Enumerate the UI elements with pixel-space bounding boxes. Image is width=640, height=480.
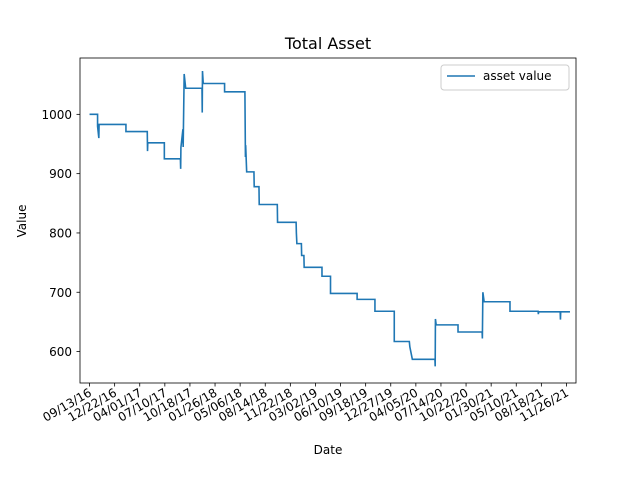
y-tick-label: 700 [49,286,72,300]
y-tick-label: 800 [49,226,72,240]
x-axis-title: Date [314,443,343,457]
y-tick-label: 1000 [41,108,72,122]
y-axis-ticks: 600 700 800 900 1000 [41,108,80,359]
y-axis-title: Value [15,205,29,238]
y-tick-label: 900 [49,167,72,181]
series-layer [89,71,570,367]
series-line [89,71,570,367]
x-axis-ticks: 09/13/1612/22/1604/01/1707/10/1710/18/17… [40,383,571,425]
plot-frame [79,57,577,384]
legend: asset value [440,64,570,91]
chart-title: Total Asset [284,34,371,53]
y-tick-label: 600 [49,345,72,359]
plot-area [80,58,576,383]
legend-label: asset value [483,69,552,83]
legend-box [440,64,570,91]
